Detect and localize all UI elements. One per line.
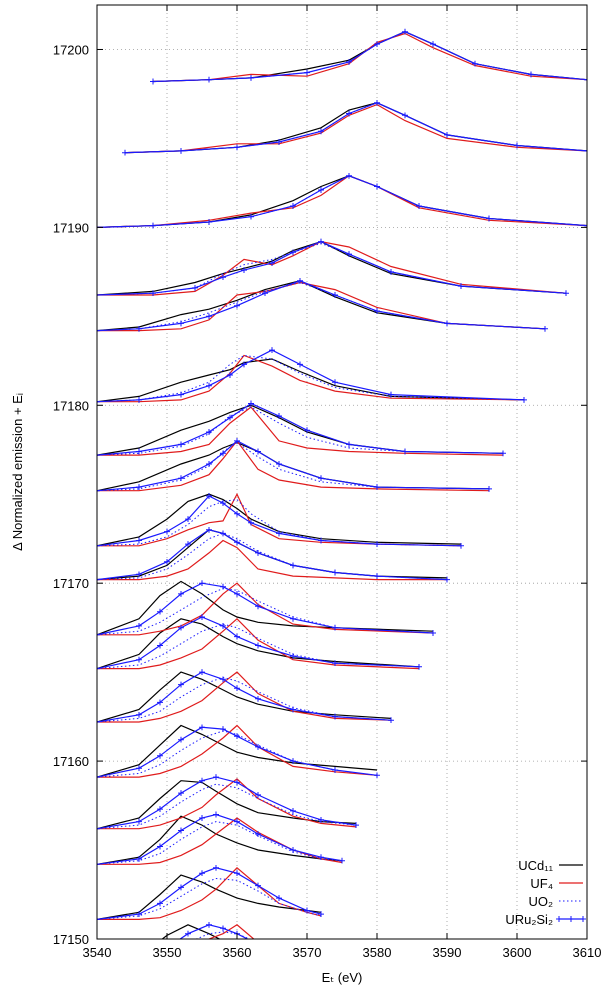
series-line <box>97 811 345 868</box>
x-axis-label: Eₜ (eV) <box>322 970 363 985</box>
series-line <box>97 526 450 583</box>
series-line <box>150 28 587 85</box>
series-line <box>122 99 587 156</box>
x-tick-label: 3550 <box>153 945 182 960</box>
x-tick-label: 3610 <box>573 945 602 960</box>
legend-label: UO₂ <box>528 894 553 909</box>
legend-label: UCd₁₁ <box>518 858 553 873</box>
plot-frame <box>96 4 588 940</box>
y-tick-label: 17190 <box>53 220 89 235</box>
series-line <box>97 669 394 725</box>
series-line <box>97 614 422 672</box>
x-tick-label: 3560 <box>223 945 252 960</box>
legend-label: UF₄ <box>530 876 553 891</box>
x-tick-label: 3590 <box>433 945 462 960</box>
curves <box>97 28 587 939</box>
series-line <box>97 437 492 494</box>
series-line <box>97 347 527 405</box>
series-line <box>97 724 380 781</box>
y-tick-label: 17200 <box>53 42 89 57</box>
legend-label: URu₂Si₂ <box>505 912 553 927</box>
ticks: 3540 3550 3560 3570 3580 3590 3600 3610 17150 171… <box>53 5 602 960</box>
series-line <box>97 864 324 923</box>
x-tick-label: 3600 <box>503 945 532 960</box>
series-line <box>97 172 587 231</box>
y-tick-label: 17180 <box>53 398 89 413</box>
x-tick-label: 3570 <box>293 945 322 960</box>
y-axis-label: Δ Normalized emission + Eᵢ <box>10 393 25 551</box>
y-tick-label: 17150 <box>53 932 89 947</box>
series-line <box>97 277 548 334</box>
x-tick-label: 3540 <box>83 945 112 960</box>
y-tick-label: 17170 <box>53 576 89 591</box>
legend: UCd₁₁ UF₄ UO₂ URu₂Si₂ <box>505 858 586 927</box>
x-tick-label: 3580 <box>363 945 392 960</box>
y-tick-label: 17160 <box>53 754 89 769</box>
